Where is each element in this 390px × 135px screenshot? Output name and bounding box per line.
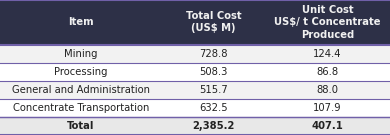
Bar [265,63,390,81]
Text: 2,385.2: 2,385.2 [192,121,235,131]
Text: 632.5: 632.5 [199,103,228,113]
Text: 515.7: 515.7 [199,85,228,95]
Text: Total Cost
(US$ M): Total Cost (US$ M) [186,11,241,33]
Bar [162,99,265,117]
Text: 107.9: 107.9 [313,103,342,113]
Text: 86.8: 86.8 [317,67,339,77]
Bar [265,45,390,63]
Bar [0,99,162,117]
Bar [162,81,265,99]
Bar [0,0,162,45]
Text: Unit Cost
US$/ t Concentrate
Produced: Unit Cost US$/ t Concentrate Produced [274,5,381,40]
Text: Item: Item [68,17,94,27]
Bar [0,81,162,99]
Text: 728.8: 728.8 [199,49,228,59]
Bar [162,117,265,135]
Bar [0,63,162,81]
Text: General and Administration: General and Administration [12,85,150,95]
Bar [162,45,265,63]
Text: 88.0: 88.0 [317,85,339,95]
Text: Mining: Mining [64,49,98,59]
Bar [265,81,390,99]
Bar [265,0,390,45]
Text: 124.4: 124.4 [313,49,342,59]
Bar [162,0,265,45]
Text: 508.3: 508.3 [199,67,228,77]
Text: Processing: Processing [54,67,108,77]
Text: 407.1: 407.1 [312,121,344,131]
Bar [0,45,162,63]
Bar [162,63,265,81]
Text: Concentrate Transportation: Concentrate Transportation [13,103,149,113]
Bar [265,99,390,117]
Bar [0,117,162,135]
Bar [265,117,390,135]
Text: Total: Total [67,121,95,131]
